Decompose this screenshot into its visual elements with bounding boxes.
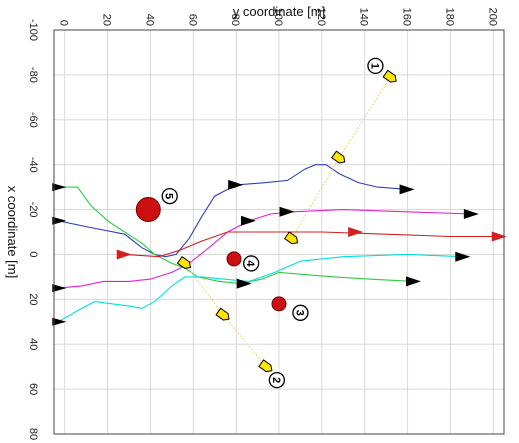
red-circle	[226, 251, 242, 267]
x-tick-label: 200	[486, 8, 498, 26]
x-tick-label: 20	[101, 14, 113, 26]
number-label: 1	[367, 57, 384, 75]
arrow-marker	[399, 184, 415, 195]
x-tick-label: 40	[143, 14, 155, 26]
y-tick-label: 60	[27, 383, 39, 395]
x-tick-label: 180	[443, 8, 455, 26]
number-label-ring	[367, 57, 384, 75]
arrow-marker	[348, 227, 364, 237]
yellow-marker	[258, 359, 273, 373]
red-circle	[135, 197, 161, 223]
yellow-marker	[215, 307, 230, 321]
series-line-4	[58, 209, 472, 289]
start-marker	[52, 284, 67, 293]
arrow-marker	[406, 276, 421, 287]
number-label-text: 4	[244, 260, 256, 267]
number-label-text: 2	[270, 377, 282, 383]
series-line-5	[124, 231, 500, 258]
arrow-marker	[228, 179, 244, 190]
tick-labels: 0 20 40 60 80 100 120 140 160 180 200-100-80-60-40…	[27, 8, 498, 440]
y-tick-label: 40	[27, 338, 39, 350]
y-tick-label: -60	[27, 112, 39, 128]
number-label: 5	[161, 187, 178, 205]
x-tick-label: 120	[315, 8, 327, 26]
x-tick-label: 0	[58, 20, 70, 26]
arrow-marker	[463, 209, 479, 220]
x-tick-label: 140	[358, 8, 370, 26]
arrow-marker	[279, 206, 295, 217]
series-layer	[58, 76, 500, 368]
yellow-marker-shape	[176, 256, 192, 269]
number-label-text: 1	[368, 63, 380, 69]
number-label: 3	[292, 304, 309, 321]
x-tick-label: 80	[229, 14, 241, 26]
x-tick-label: 60	[186, 14, 198, 26]
series-line-3	[58, 253, 464, 323]
x-axis-title: y coordinate [m]	[233, 4, 326, 19]
yellow-marker	[331, 150, 346, 164]
series-line-1	[58, 164, 408, 258]
number-label-ring	[242, 255, 260, 272]
yellow-marker	[283, 231, 299, 245]
y-tick-label: -80	[27, 67, 39, 83]
number-label-text: 3	[293, 310, 305, 316]
start-marker	[52, 216, 67, 225]
number-label: 2	[268, 371, 286, 389]
yellow-marker-shape	[215, 307, 230, 321]
yellow-marker-shape	[331, 150, 346, 164]
x-tick-label: 160	[401, 8, 413, 26]
arrow-marker	[116, 249, 132, 260]
plot-frame	[53, 29, 505, 435]
marker-layer: 1 2 3 4 5	[52, 57, 507, 389]
number-label-ring	[292, 304, 309, 321]
y-tick-label: 20	[27, 293, 39, 305]
number-label-ring	[161, 187, 178, 205]
arrow-marker	[241, 215, 256, 226]
y-axis-title: x coordinate [m]	[5, 186, 20, 279]
yellow-marker-shape	[258, 359, 273, 373]
y-tick-label: 0	[27, 251, 39, 257]
yellow-marker-shape	[283, 231, 299, 245]
y-tick-label: -20	[27, 202, 39, 218]
yellow-marker	[176, 256, 192, 269]
yellow-marker-shape	[382, 69, 397, 83]
arrow-marker	[236, 278, 252, 289]
number-label-text: 5	[163, 193, 175, 199]
red-circle	[271, 296, 287, 312]
arrow-marker	[491, 231, 507, 242]
y-tick-label: -100	[27, 19, 39, 41]
y-tick-label: -40	[27, 157, 39, 173]
arrow-marker	[455, 251, 471, 262]
number-label: 4	[242, 255, 260, 272]
y-tick-label: 80	[27, 428, 39, 440]
x-tick-label: 100	[272, 8, 284, 26]
number-label-ring	[268, 371, 286, 389]
start-marker	[52, 317, 67, 326]
start-marker	[52, 183, 67, 192]
yellow-marker	[382, 69, 397, 83]
